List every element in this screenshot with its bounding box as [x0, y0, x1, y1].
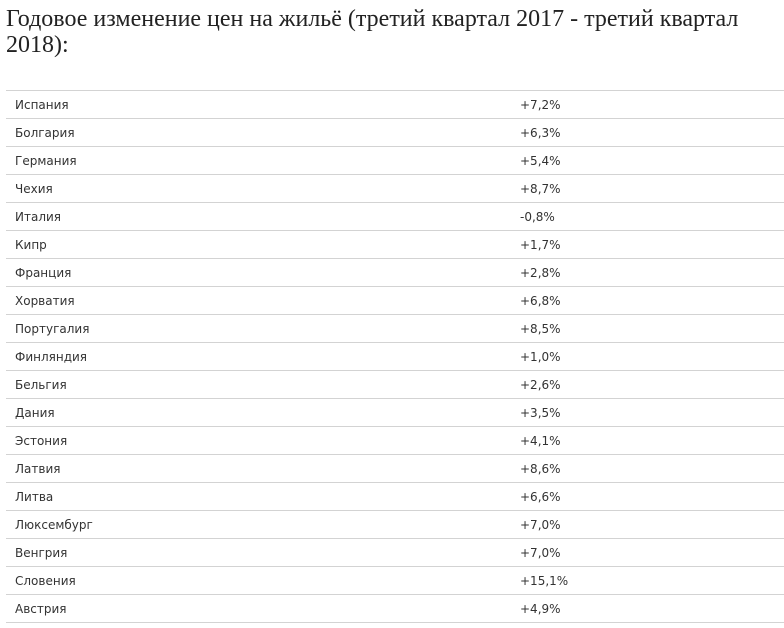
price-change-cell: +6,3%	[520, 118, 784, 147]
price-change-cell: +6,6%	[520, 482, 784, 511]
table-row: Чехия +8,7%	[6, 174, 784, 203]
country-cell: Италия	[6, 202, 520, 231]
table-row: Кипр +1,7%	[6, 230, 784, 259]
price-change-cell: +8,7%	[520, 174, 784, 203]
country-cell: Кипр	[6, 230, 520, 259]
table-row: Германия +5,4%	[6, 146, 784, 175]
country-cell: Чехия	[6, 174, 520, 203]
country-cell: Германия	[6, 146, 520, 175]
table-row: Дания +3,5%	[6, 398, 784, 427]
table-row: Италия -0,8%	[6, 202, 784, 231]
country-cell: Австрия	[6, 594, 520, 623]
price-change-cell: +4,1%	[520, 426, 784, 455]
country-cell: Литва	[6, 482, 520, 511]
table-row: Финляндия +1,0%	[6, 342, 784, 371]
table-row: Венгрия +7,0%	[6, 538, 784, 567]
price-change-cell: +3,5%	[520, 398, 784, 427]
table-row: Литва +6,6%	[6, 482, 784, 511]
price-change-cell: +8,5%	[520, 314, 784, 343]
price-change-cell: +5,4%	[520, 146, 784, 175]
table-row: Болгария +6,3%	[6, 118, 784, 147]
table-row: Люксембург +7,0%	[6, 510, 784, 539]
country-cell: Франция	[6, 258, 520, 287]
country-cell: Словения	[6, 566, 520, 595]
country-cell: Люксембург	[6, 510, 520, 539]
price-change-cell: +7,2%	[520, 90, 784, 119]
price-change-cell: +4,9%	[520, 594, 784, 623]
price-change-cell: +7,0%	[520, 510, 784, 539]
page-title: Годовое изменение цен на жильё (третий к…	[6, 6, 739, 58]
price-change-cell: -0,8%	[520, 202, 784, 231]
country-cell: Бельгия	[6, 370, 520, 399]
country-cell: Португалия	[6, 314, 520, 343]
country-cell: Хорватия	[6, 286, 520, 315]
table-body: Испания +7,2% Болгария +6,3% Германия +5,4% Че…	[6, 90, 784, 623]
price-change-cell: +6,8%	[520, 286, 784, 315]
country-cell: Болгария	[6, 118, 520, 147]
country-cell: Испания	[6, 90, 520, 119]
table-row: Португалия +8,5%	[6, 314, 784, 343]
price-change-cell: +7,0%	[520, 538, 784, 567]
table-row: Эстония +4,1%	[6, 426, 784, 455]
price-change-cell: +1,7%	[520, 230, 784, 259]
price-change-cell: +8,6%	[520, 454, 784, 483]
country-cell: Эстония	[6, 426, 520, 455]
table-row: Словения +15,1%	[6, 566, 784, 595]
price-change-cell: +2,8%	[520, 258, 784, 287]
table-row: Австрия +4,9%	[6, 594, 784, 623]
price-change-cell: +1,0%	[520, 342, 784, 371]
table-row: Бельгия +2,6%	[6, 370, 784, 399]
price-change-cell: +2,6%	[520, 370, 784, 399]
table-row: Латвия +8,6%	[6, 454, 784, 483]
table-row: Испания +7,2%	[6, 90, 784, 119]
country-cell: Финляндия	[6, 342, 520, 371]
table-row: Хорватия +6,8%	[6, 286, 784, 315]
country-cell: Дания	[6, 398, 520, 427]
price-change-cell: +15,1%	[520, 566, 784, 595]
table-row: Франция +2,8%	[6, 258, 784, 287]
country-cell: Венгрия	[6, 538, 520, 567]
price-change-table: Испания +7,2% Болгария +6,3% Германия +5,4% Че…	[6, 90, 784, 623]
country-cell: Латвия	[6, 454, 520, 483]
